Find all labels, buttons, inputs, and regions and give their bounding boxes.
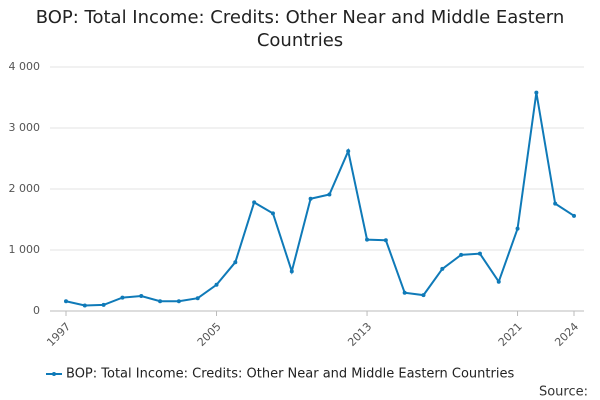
y-tick-label: 2 000 (9, 182, 41, 195)
series-line (65, 92, 575, 307)
data-point (327, 192, 332, 197)
x-tick-label: 2024 (552, 320, 581, 349)
data-point (252, 200, 257, 205)
data-point (515, 226, 520, 231)
data-point (365, 237, 370, 242)
data-point (402, 290, 407, 295)
data-point (158, 299, 163, 304)
data-point (308, 196, 313, 201)
y-tick-label: 0 (33, 304, 40, 317)
data-point (233, 260, 238, 265)
y-tick-label: 4 000 (9, 60, 41, 73)
data-point (214, 282, 219, 287)
x-tick-label: 1997 (44, 320, 73, 349)
data-point (477, 251, 482, 256)
data-point (289, 269, 294, 274)
data-point (496, 279, 501, 284)
data-point (64, 299, 68, 304)
data-point (553, 201, 558, 206)
data-point (346, 149, 351, 154)
x-tick-label: 2005 (195, 320, 224, 349)
data-point (440, 266, 445, 271)
source-label: Source: (539, 385, 588, 400)
data-point (176, 299, 181, 304)
y-tick-label: 1 000 (9, 243, 41, 256)
chart-title: BOP: Total Income: Credits: Other Near a… (35, 7, 565, 51)
data-point (572, 213, 576, 218)
data-point (421, 293, 426, 298)
data-point (120, 295, 125, 300)
data-point (82, 303, 87, 308)
legend-label: BOP: Total Income: Credits: Other Near a… (66, 367, 514, 382)
data-point (270, 211, 275, 216)
data-point (139, 294, 144, 299)
data-point (101, 302, 106, 307)
data-point (195, 296, 200, 301)
data-point (459, 252, 464, 257)
x-tick-label: 2021 (496, 320, 525, 349)
x-tick-label: 2013 (345, 320, 374, 349)
data-point (534, 90, 539, 95)
y-tick-label: 3 000 (9, 121, 41, 134)
data-point (383, 238, 388, 243)
legend-swatch-dot (52, 372, 56, 376)
